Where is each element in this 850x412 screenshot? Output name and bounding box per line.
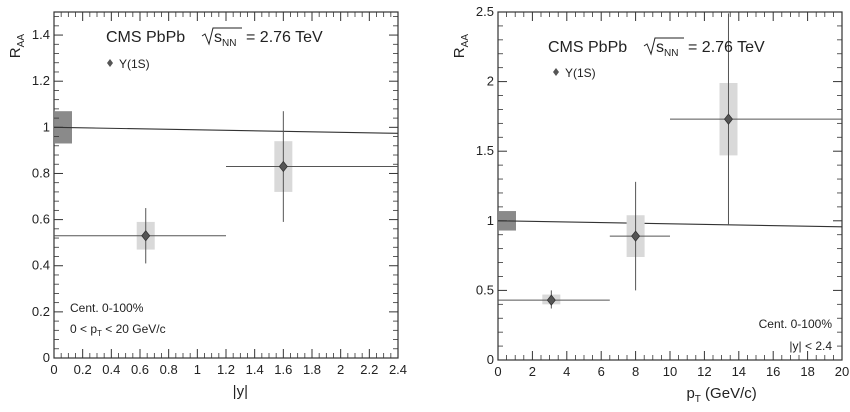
reference-line: [497, 220, 843, 228]
data-point-marker: [278, 160, 288, 173]
x-tick-label: 0.2: [74, 362, 92, 377]
x-tick-label: 2.4: [389, 362, 407, 377]
chart-title: CMS PbPb: [548, 39, 627, 56]
y-tick-label: 1.4: [32, 27, 50, 42]
y-tick-label: 2: [487, 74, 494, 89]
centrality-annotation: Cent. 0-100%: [759, 317, 833, 331]
x-tick-label: 2: [337, 362, 344, 377]
x-tick-label: 0.8: [160, 362, 178, 377]
x-tick-label: 0.4: [102, 362, 120, 377]
y-tick-label: 2.5: [476, 4, 494, 19]
x-tick-label: 4: [563, 364, 570, 379]
x-tick-label: 8: [632, 364, 639, 379]
y-tick-label: 0.6: [32, 212, 50, 227]
y-tick-label: 0.2: [32, 304, 50, 319]
reference-line: [53, 126, 399, 134]
x-tick-label: 10: [663, 364, 677, 379]
panel-pt: 0 2 4 6 8 10 12 14 16 18 20 0 0.5 1 1.5 2 2.5 CMS PbPb sN…: [451, 4, 849, 405]
data-point-marker: [723, 113, 733, 125]
range-annotation: 0 < pT < 20 GeV/c: [70, 322, 166, 338]
energy-symbol: sNN: [656, 39, 678, 59]
sqrt-symbol: [201, 27, 242, 46]
data-point-marker: [631, 230, 641, 242]
x-tick-label: 2.2: [360, 362, 378, 377]
x-tick-label: 12: [697, 364, 711, 379]
x-tick-label: 14: [732, 364, 746, 379]
legend-marker: [107, 59, 113, 67]
y-axis-label: RAA: [7, 34, 27, 59]
y-tick-label: 0.4: [32, 258, 50, 273]
centrality-annotation: Cent. 0-100%: [70, 301, 144, 315]
x-axis-label: pT (GeV/c): [686, 385, 756, 405]
x-tick-label: 2: [529, 364, 536, 379]
x-tick-label: 16: [766, 364, 780, 379]
y-tick-label: 0: [487, 352, 494, 367]
x-tick-label: 20: [835, 364, 849, 379]
sqrt-symbol: [643, 37, 684, 56]
legend-label: Υ(1S): [119, 57, 150, 71]
x-axis-label: |y|: [233, 383, 248, 400]
plot-frame: [497, 11, 843, 361]
range-annotation: |y| < 2.4: [789, 339, 832, 353]
y-tick-label: 1: [43, 119, 50, 134]
x-tick-label: 0.6: [131, 362, 149, 377]
x-tick-label: 1.2: [217, 362, 235, 377]
data-point-marker: [141, 230, 151, 242]
y-tick-label: 0.8: [32, 165, 50, 180]
legend-marker: [553, 68, 559, 76]
x-tick-label: 1.4: [246, 362, 264, 377]
y-tick-label: 1.5: [476, 143, 494, 158]
y-tick-label: 0: [43, 350, 50, 365]
chart-title: CMS PbPb: [106, 29, 185, 46]
data-point-marker: [546, 294, 556, 306]
energy-value: = 2.76 TeV: [246, 29, 323, 46]
y-axis-label: RAA: [451, 34, 471, 59]
y-tick-label: 0.5: [476, 282, 494, 297]
y-tick-label: 1.2: [32, 73, 50, 88]
panel-rapidity: 0 0.2 0.4 0.6 0.8 1 1.2 1.4 1.6 1.8 2 2.2 2.4 0 0.2 0.4…: [7, 11, 407, 400]
energy-symbol: sNN: [214, 29, 236, 49]
x-tick-label: 1: [194, 362, 201, 377]
x-tick-label: 18: [800, 364, 814, 379]
x-tick-label: 1.8: [303, 362, 321, 377]
x-tick-label: 0: [50, 362, 57, 377]
x-tick-label: 0: [494, 364, 501, 379]
energy-value: = 2.76 TeV: [688, 39, 765, 56]
y-tick-label: 1: [487, 213, 494, 228]
x-tick-label: 1.6: [274, 362, 292, 377]
x-tick-label: 6: [598, 364, 605, 379]
legend-label: Υ(1S): [565, 66, 596, 80]
